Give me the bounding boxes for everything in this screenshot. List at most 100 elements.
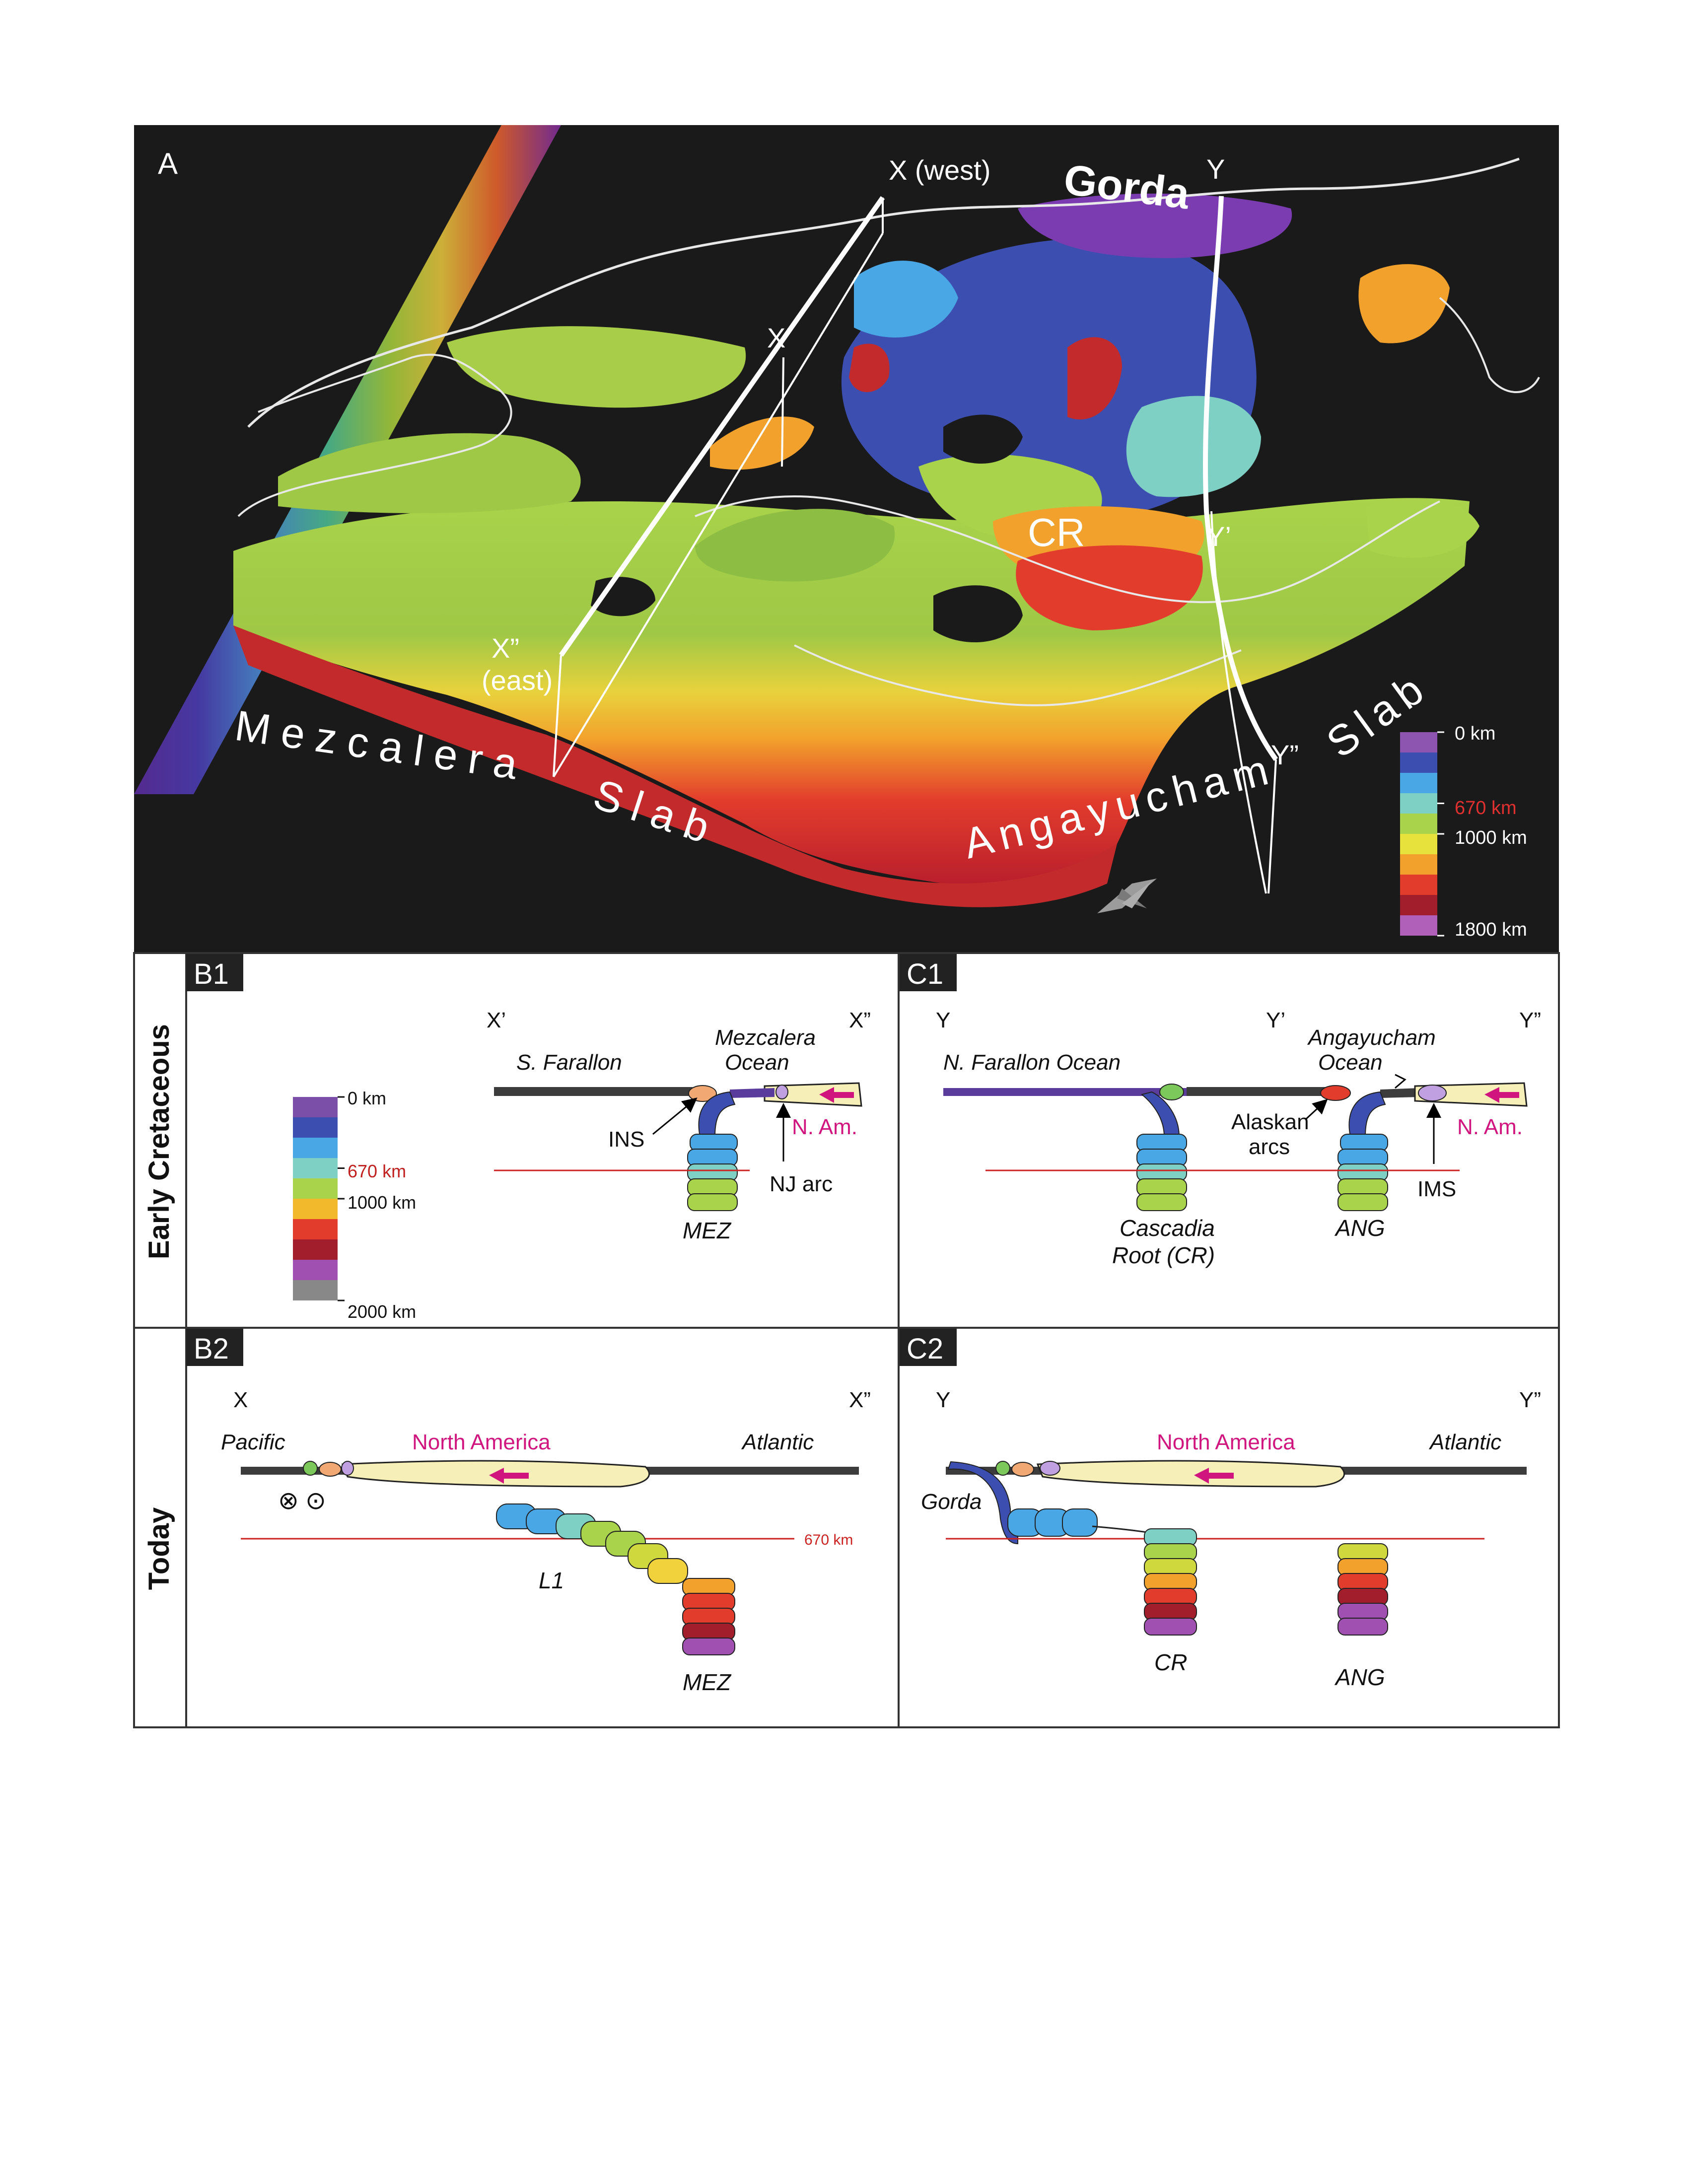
- label-y-dprime: Y”: [1271, 739, 1299, 770]
- b1-legend-label-670: 670 km: [348, 1161, 406, 1181]
- label-x-prime: X’: [767, 322, 792, 353]
- panel-b2-letter: B2: [194, 1333, 229, 1365]
- compass-icon: [1097, 879, 1157, 913]
- c1-angayucham-1: Angayucham: [1307, 1025, 1436, 1050]
- legend-swatch: [1400, 773, 1437, 793]
- c1-cr-stack: [1136, 1134, 1187, 1211]
- legend-swatch: [293, 1199, 338, 1219]
- legend-swatch: [293, 1097, 338, 1117]
- b1-ins-arc: [688, 1085, 717, 1102]
- b1-ins-pointer: [652, 1097, 698, 1135]
- label-y: Y: [1206, 153, 1225, 185]
- panel-b1-legend: 0 km 670 km 1000 km 2000 km: [293, 1088, 416, 1322]
- c1-alaskan-label-1: Alaskan: [1231, 1110, 1309, 1134]
- panel-c2-letter: C2: [907, 1333, 943, 1365]
- b2-670-label: 670 km: [804, 1532, 853, 1548]
- legend-swatch: [293, 1239, 338, 1260]
- c1-ims: [1418, 1085, 1447, 1101]
- b2-symbol-out: ⊙: [305, 1487, 326, 1514]
- panel-a-legend-swatches: [1400, 731, 1444, 937]
- c1-alaskan-pointer: [1305, 1098, 1328, 1120]
- b1-legend-label-0: 0 km: [348, 1088, 386, 1108]
- c2-ang-stack: [1337, 1543, 1388, 1636]
- coastline-south: [794, 644, 1242, 706]
- b2-plate-motion-arrow: [489, 1468, 529, 1484]
- gorda-patch: [1018, 194, 1292, 258]
- panel-a-legend-label-1000: 1000 km: [1455, 827, 1527, 848]
- c1-n-am-label: N. Am.: [1457, 1115, 1523, 1139]
- b1-mezcalera-ocean: [730, 1088, 774, 1098]
- c1-cascadia-2: Root (CR): [1112, 1242, 1215, 1268]
- legend-swatch: [1400, 732, 1437, 752]
- panel-b2: X X” Pacific North America Atlantic ⊗ ⊙ …: [221, 1388, 871, 1695]
- c2-gorda-coil: [1007, 1508, 1098, 1537]
- c2-cr-stack: [1144, 1528, 1197, 1636]
- panel-a-legend: 0 km 670 km 1000 km 1800 km: [1400, 723, 1527, 940]
- panel-c1: Y Y’ Y” N. Farallon Ocean Angayucham Oce…: [936, 1008, 1541, 1268]
- c1-farallon-plate: [943, 1088, 1187, 1096]
- legend-swatch: [293, 1117, 338, 1138]
- coastline-east: [1439, 297, 1540, 393]
- c2-y: Y: [936, 1388, 950, 1412]
- legend-swatch: [1400, 854, 1437, 875]
- b1-ins-label: INS: [608, 1127, 644, 1152]
- legend-swatch: [293, 1219, 338, 1239]
- lower-frame: [133, 952, 1560, 1728]
- dark-hole-2: [933, 585, 1023, 642]
- legend-swatch: [1400, 895, 1437, 915]
- c1-ang-label: ANG: [1334, 1215, 1385, 1241]
- slab-red-underside: [233, 625, 1117, 907]
- legend-swatch: [1400, 834, 1437, 854]
- c2-plate-motion-arrow: [1194, 1468, 1234, 1484]
- panel-b1-letter: B1: [194, 958, 229, 990]
- b2-symbol-into: ⊗: [278, 1487, 299, 1514]
- b2-l1-slab: [496, 1503, 688, 1584]
- b1-mez-stack: [687, 1134, 738, 1211]
- c1-ang-stack: [1337, 1134, 1388, 1211]
- green-patch-center: [695, 509, 895, 582]
- green-patch-east: [1365, 498, 1479, 558]
- b1-nj-arc-label: NJ arc: [770, 1172, 833, 1196]
- panel-tabs: B1 C1 B2 C2: [186, 954, 957, 1366]
- panel-a-letter: A: [158, 147, 178, 180]
- row-label-early: Early Cretaceous: [143, 1024, 175, 1259]
- b1-legend-label-1000: 1000 km: [348, 1192, 416, 1213]
- c1-y: Y: [936, 1008, 950, 1032]
- legend-swatch: [1400, 793, 1437, 814]
- c1-alaskan-arc: [1320, 1085, 1351, 1101]
- legend-swatch: [1400, 875, 1437, 895]
- cascadia-root-cyan: [854, 261, 958, 338]
- c1-alaskan-label-2: arcs: [1249, 1135, 1290, 1159]
- label-x-west: X (west): [889, 154, 990, 186]
- c2-y-dprime: Y”: [1519, 1388, 1541, 1412]
- green-patch-north: [447, 326, 746, 408]
- legend-swatch: [293, 1280, 338, 1300]
- label-cr: CR: [1028, 510, 1085, 554]
- c1-ims-label: IMS: [1417, 1177, 1456, 1201]
- c1-angayucham-ocean: [1380, 1088, 1420, 1098]
- b1-legend-label-2000: 2000 km: [348, 1301, 416, 1322]
- panel-c2: Y Y” North America Atlantic Gorda: [921, 1388, 1541, 1690]
- c2-north-america-label: North America: [1157, 1430, 1295, 1454]
- b2-mez-stack: [682, 1578, 735, 1655]
- label-east: (east): [482, 665, 553, 696]
- dark-hole-3: [943, 414, 1023, 464]
- b2-mez-label: MEZ: [683, 1669, 732, 1695]
- b1-x-dprime: X”: [849, 1008, 871, 1032]
- green-patch-left: [278, 433, 581, 513]
- orange-patch-east: [1358, 264, 1450, 343]
- b2-terranes: [303, 1461, 354, 1477]
- c1-cascadia-1: Cascadia: [1120, 1215, 1215, 1241]
- panel-b1: 0 km 670 km 1000 km 2000 km X’ X” S. Far…: [293, 1008, 871, 1322]
- c1-angayucham-pointer: [1395, 1074, 1407, 1089]
- c2-cr-label: CR: [1154, 1649, 1187, 1675]
- cascadia-root-teal: [1126, 396, 1261, 497]
- c1-y-dprime: Y”: [1519, 1008, 1541, 1032]
- b1-farallon-plate: [494, 1087, 693, 1096]
- section-x-lines: [553, 196, 885, 778]
- b2-pacific: Pacific: [221, 1430, 285, 1454]
- c2-terranes: [995, 1461, 1060, 1477]
- c2-north-america: [1036, 1460, 1345, 1488]
- c2-ang-label: ANG: [1334, 1664, 1385, 1690]
